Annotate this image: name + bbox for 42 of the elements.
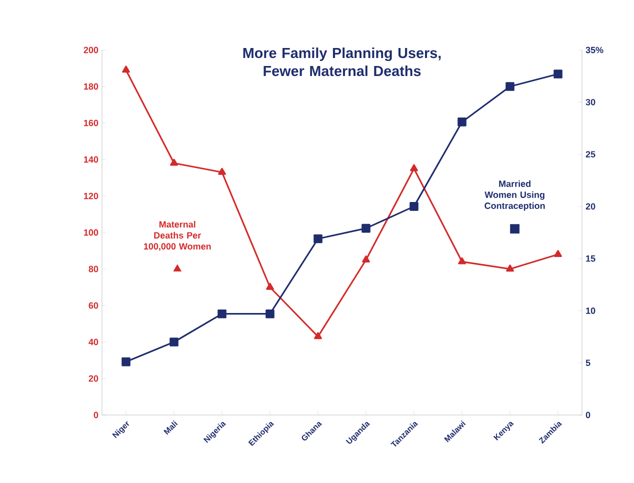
y2-tick-label: 30	[586, 98, 596, 106]
y2-tick-label: 20	[586, 203, 596, 210]
y-tick-label: 200	[84, 46, 98, 54]
text: Maternal Deaths Per 100,000 Women	[144, 220, 211, 251]
point	[554, 70, 562, 78]
point	[170, 158, 178, 166]
point	[554, 250, 562, 257]
point	[362, 255, 370, 262]
y2-tick-label: 25	[586, 151, 596, 158]
point	[218, 168, 226, 175]
point	[266, 309, 274, 318]
point	[506, 264, 514, 272]
y-tick-label: 180	[84, 83, 98, 90]
y-tick-label: 100	[84, 229, 98, 236]
point	[410, 164, 418, 172]
point	[122, 357, 130, 366]
y2-tick-label: 0	[586, 412, 590, 418]
point	[266, 282, 274, 290]
y2-tick-label: 10	[586, 308, 596, 314]
y-tick-label: 80	[88, 266, 98, 272]
y-tick-label: 20	[88, 375, 98, 382]
point	[458, 118, 466, 126]
point	[362, 224, 370, 233]
y2-tick-label: 5	[586, 360, 590, 366]
point	[170, 338, 178, 346]
point	[410, 202, 418, 211]
y-tick-label: 140	[84, 156, 98, 163]
point	[506, 82, 514, 91]
y-tick-label: 120	[84, 192, 98, 200]
y-tick-label: 40	[88, 338, 98, 346]
text: Married Women Using Contraception	[484, 180, 545, 211]
point	[314, 234, 322, 244]
point	[122, 66, 130, 73]
y-tick-label: 60	[88, 302, 98, 309]
point	[314, 332, 322, 340]
point	[458, 257, 466, 264]
chart-title: More Family Planning Users, Fewer Maternal Deaths	[243, 48, 441, 76]
y-tick-label: 160	[84, 120, 98, 126]
y2-tick-label: 35%	[586, 46, 604, 54]
point	[218, 309, 226, 318]
y2-tick-label: 15	[586, 255, 596, 262]
y-tick-label: 0	[94, 412, 98, 418]
